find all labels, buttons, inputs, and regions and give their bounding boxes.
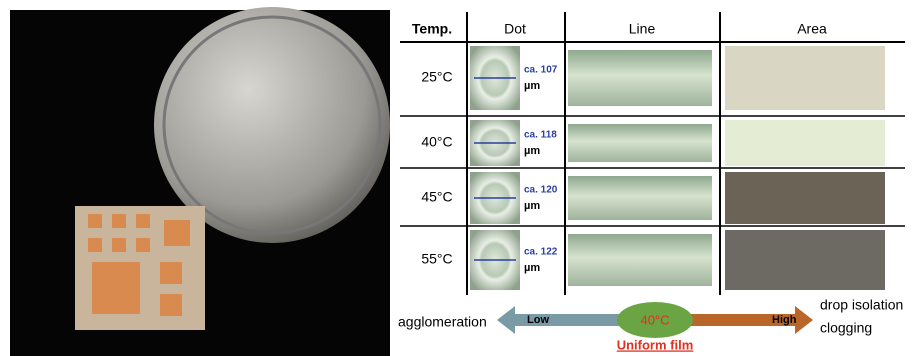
line-image — [568, 234, 712, 286]
right-label: drop isolation — [820, 297, 903, 313]
line-image — [568, 176, 712, 220]
dot-unit: µm — [524, 262, 540, 274]
low-arrow — [497, 306, 625, 334]
line-image — [568, 50, 712, 106]
temperature: 45°C — [421, 189, 452, 205]
column-header: Line — [629, 21, 656, 37]
right-label: clogging — [820, 320, 872, 336]
temperature: 55°C — [421, 251, 452, 267]
dot-unit: µm — [524, 145, 540, 157]
dot-size: ca. 118 — [524, 130, 557, 141]
dot-unit: µm — [524, 80, 540, 92]
dot-unit: µm — [524, 200, 540, 212]
center-label: 40°C — [640, 312, 669, 327]
area-image — [725, 172, 885, 224]
table: Temp. Dot Line Area 25°C ca. 107 µm 40°C ca. 118… — [400, 21, 905, 290]
temperature: 25°C — [421, 69, 452, 85]
high-label: High — [772, 314, 797, 326]
caption: Uniform film — [617, 337, 694, 352]
temperature: 40°C — [421, 134, 452, 150]
column-header: Dot — [504, 21, 526, 37]
left-label: agglomeration — [398, 314, 487, 330]
area-image — [725, 46, 885, 110]
dot-size: ca. 120 — [524, 185, 558, 196]
dot-size: ca. 107 — [524, 65, 558, 76]
page: Temp. Dot Line Area 25°C ca. 107 µm 40°C ca. 118… — [0, 0, 913, 356]
chip — [75, 206, 205, 330]
low-label: Low — [527, 314, 549, 326]
column-header: Temp. — [412, 21, 452, 37]
area-image — [725, 230, 885, 290]
figure: Temp. Dot Line Area 25°C ca. 107 µm 40°C ca. 118… — [0, 0, 913, 356]
dot-size: ca. 122 — [524, 247, 558, 258]
line-image — [568, 124, 712, 162]
area-image — [725, 120, 885, 166]
column-header: Area — [797, 21, 827, 37]
